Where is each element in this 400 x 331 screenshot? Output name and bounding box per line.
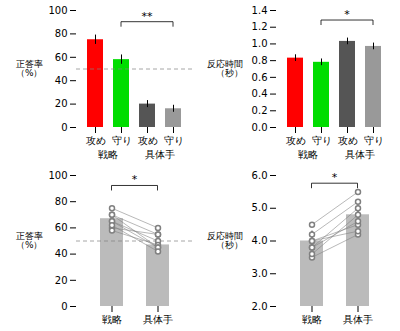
svg-text:守り: 守り [312,135,332,146]
svg-text:戦略: 戦略 [98,149,118,160]
svg-text:1.4: 1.4 [252,5,268,16]
svg-text:0.0: 0.0 [252,122,268,133]
svg-text:戦略: 戦略 [302,314,322,325]
svg-text:具体手: 具体手 [345,149,375,160]
svg-text:1.2: 1.2 [252,21,268,32]
svg-text:100: 100 [48,5,67,16]
svg-text:具体手: 具体手 [145,149,175,160]
svg-text:攻め: 攻め [86,135,106,146]
svg-text:具体手: 具体手 [343,314,373,325]
svg-text:5.0: 5.0 [252,202,268,213]
svg-text:*: * [332,171,338,184]
svg-text:1.0: 1.0 [252,38,268,49]
svg-text:0.2: 0.2 [252,105,268,116]
svg-text:戦略: 戦略 [102,314,122,325]
svg-text:4.0: 4.0 [252,235,268,246]
svg-text:0: 0 [61,301,67,312]
svg-text:*: * [344,8,350,21]
svg-text:攻め: 攻め [338,135,358,146]
svg-text:80: 80 [55,28,68,39]
svg-text:*: * [132,173,138,186]
svg-text:戦略: 戦略 [298,149,318,160]
svg-text:0: 0 [61,122,67,133]
svg-text:**: ** [142,10,154,23]
svg-text:攻め: 攻め [286,135,306,146]
svg-text:20: 20 [55,98,68,109]
svg-text:反応時間（秒）: 反応時間（秒） [207,59,243,78]
svg-text:80: 80 [55,196,68,207]
svg-text:反応時間（秒）: 反応時間（秒） [207,231,243,250]
svg-text:60: 60 [55,52,68,63]
svg-text:100: 100 [48,170,67,181]
svg-text:40: 40 [55,75,68,86]
svg-text:60: 60 [55,222,68,233]
svg-text:具体手: 具体手 [143,314,173,325]
svg-text:攻め: 攻め [138,135,158,146]
svg-text:守り: 守り [364,135,384,146]
svg-text:2.0: 2.0 [252,301,268,312]
svg-text:0.4: 0.4 [252,88,268,99]
svg-text:6.0: 6.0 [252,170,268,181]
svg-text:正答率（%）: 正答率（%） [16,231,43,250]
svg-text:0.6: 0.6 [252,72,268,83]
svg-text:40: 40 [55,248,68,259]
svg-text:守り: 守り [164,135,184,146]
svg-text:正答率（%）: 正答率（%） [16,59,43,78]
svg-text:20: 20 [55,275,68,286]
svg-text:0.8: 0.8 [252,55,268,66]
svg-text:守り: 守り [112,135,132,146]
svg-text:3.0: 3.0 [252,268,268,279]
